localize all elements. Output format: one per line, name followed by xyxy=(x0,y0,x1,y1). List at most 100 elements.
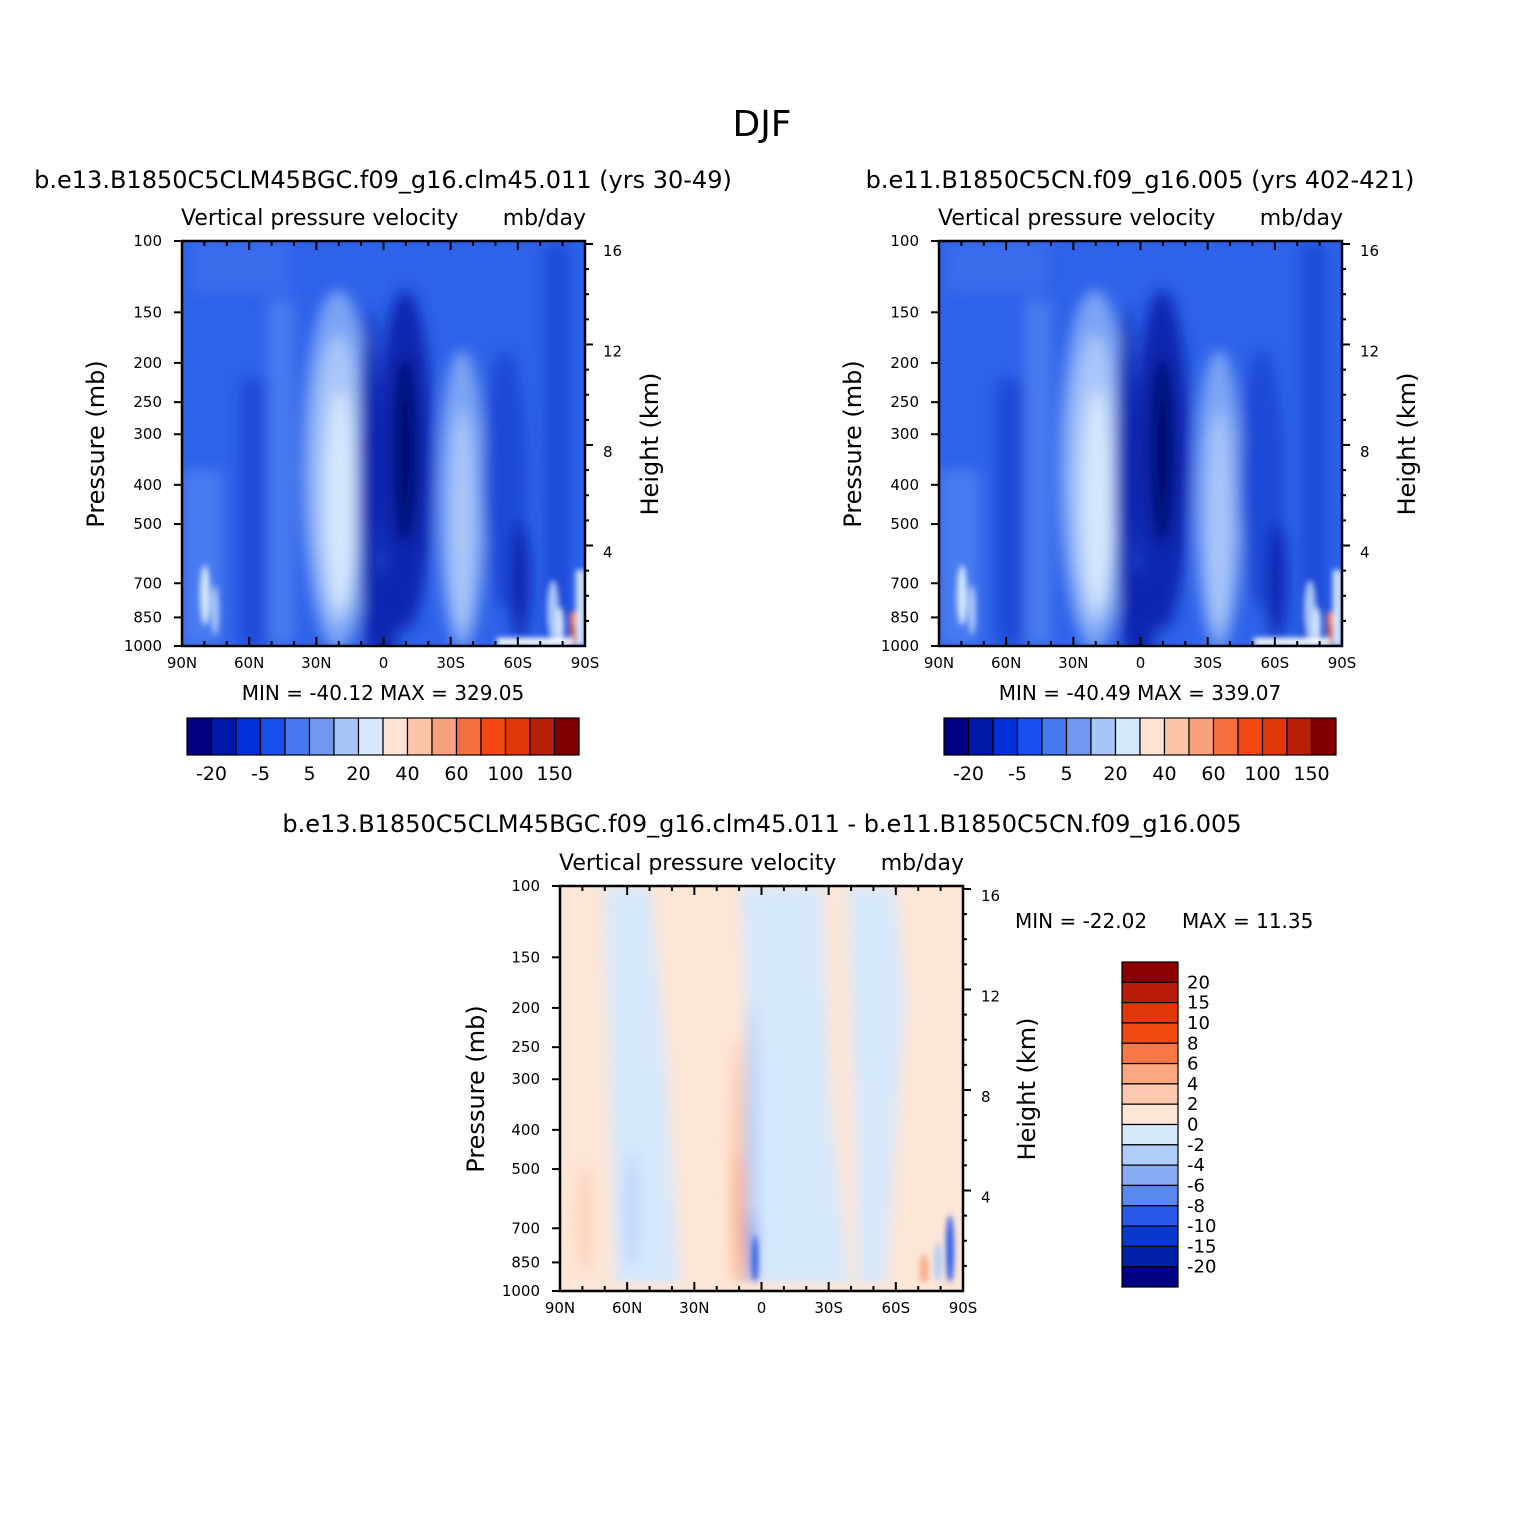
panel-2-subtitle-left: Vertical pressure velocity xyxy=(938,206,1215,231)
y-right-tick-label: 4 xyxy=(603,543,613,561)
colorbar-swatch xyxy=(529,717,556,756)
x-tick-label: 90N xyxy=(924,654,954,672)
panel-3-stats-max: MAX = 11.35 xyxy=(1182,909,1313,933)
x-tick-label: 30S xyxy=(1193,654,1222,672)
y-right-tick-label: 16 xyxy=(1360,242,1379,260)
panel-1-stats: MIN = -40.12 MAX = 329.05 xyxy=(242,681,525,705)
panel-3-field xyxy=(560,886,963,1291)
panel-2-axes: 90N 60N 30N 0 30S 60S 90S 100 150 200 250 300 400 500… xyxy=(881,232,1379,672)
colorbar-swatch xyxy=(284,717,311,756)
y-tick-label: 200 xyxy=(511,999,540,1017)
panel-3-subtitle-left: Vertical pressure velocity xyxy=(559,851,836,876)
colorbar-label: 6 xyxy=(1187,1054,1198,1075)
colorbar-label: 5 xyxy=(303,763,315,785)
y-right-tick-label: 4 xyxy=(981,1188,991,1206)
colorbar-label: 60 xyxy=(1201,763,1225,785)
y-tick-label: 850 xyxy=(511,1253,540,1271)
x-tick-label: 60N xyxy=(234,654,264,672)
y-tick-label: 100 xyxy=(511,877,540,895)
y-tick-label: 500 xyxy=(890,515,919,533)
colorbar-swatch xyxy=(1121,981,1179,1004)
colorbar-swatch xyxy=(1121,1062,1179,1085)
colorbar-swatch xyxy=(235,717,262,756)
x-tick-label: 30N xyxy=(301,654,331,672)
colorbar-swatch xyxy=(553,717,580,756)
y-tick-label: 250 xyxy=(890,393,919,411)
colorbar-label: 40 xyxy=(395,763,419,785)
colorbar-label: -5 xyxy=(1008,763,1027,785)
colorbar-swatch xyxy=(186,717,213,756)
panel-3-stats-min: MIN = -22.02 xyxy=(1015,909,1147,933)
colorbar-label: 60 xyxy=(444,763,468,785)
panel-1-ylabel: Pressure (mb) xyxy=(82,360,110,527)
x-tick-label: 60N xyxy=(612,1299,642,1317)
panel-2-title: b.e11.B1850C5CN.f09_g16.005 (yrs 402-421… xyxy=(866,166,1415,194)
colorbar-swatch xyxy=(1114,717,1141,756)
colorbar-swatch xyxy=(1212,717,1239,756)
colorbar-swatch xyxy=(1121,1144,1179,1166)
colorbar-swatch xyxy=(1121,1184,1179,1207)
panel-3: b.e13.B1850C5CLM45BGC.f09_g16.clm45.011 … xyxy=(282,810,1313,1317)
panel-2: b.e11.B1850C5CN.f09_g16.005 (yrs 402-421… xyxy=(839,166,1421,785)
y-tick-label: 300 xyxy=(890,425,919,443)
x-tick-label: 30S xyxy=(436,654,465,672)
x-tick-label: 90N xyxy=(545,1299,575,1317)
figure-title: DJF xyxy=(732,104,791,145)
x-tick-label: 90S xyxy=(571,654,600,672)
y-tick-label: 400 xyxy=(133,476,162,494)
panel-1-field xyxy=(182,241,585,646)
colorbar-swatch xyxy=(1310,717,1337,756)
y-tick-label: 250 xyxy=(511,1038,540,1056)
y-tick-label: 1000 xyxy=(124,637,162,655)
colorbar-label: -5 xyxy=(251,763,270,785)
colorbar-swatch xyxy=(1121,1002,1179,1024)
panel-1-colorbar: -20 -5 5 20 40 60 100 150 xyxy=(186,717,580,785)
colorbar-label: 20 xyxy=(1103,763,1127,785)
y-tick-label: 150 xyxy=(511,948,540,966)
colorbar-label: 2 xyxy=(1187,1094,1198,1115)
colorbar-swatch xyxy=(1065,717,1092,756)
panel-1-subtitle-left: Vertical pressure velocity xyxy=(181,206,458,231)
colorbar-label: -20 xyxy=(196,763,227,785)
x-tick-label: 30N xyxy=(1058,654,1088,672)
panel-3-ylabel: Pressure (mb) xyxy=(462,1005,490,1172)
colorbar-label: 0 xyxy=(1187,1115,1198,1136)
x-tick-label: 0 xyxy=(379,654,389,672)
y-tick-label: 700 xyxy=(890,574,919,592)
y-tick-label: 500 xyxy=(511,1160,540,1178)
y-tick-label: 200 xyxy=(133,354,162,372)
colorbar-label: 150 xyxy=(536,763,572,785)
colorbar-label: 20 xyxy=(346,763,370,785)
colorbar-swatch xyxy=(504,717,531,756)
y-tick-label: 150 xyxy=(890,303,919,321)
x-tick-label: 30S xyxy=(814,1299,843,1317)
colorbar-swatch xyxy=(259,717,286,756)
panel-1-title: b.e13.B1850C5CLM45BGC.f09_g16.clm45.011 … xyxy=(34,166,732,194)
y-right-tick-label: 4 xyxy=(1360,543,1370,561)
colorbar-swatch xyxy=(1121,1266,1179,1288)
colorbar-swatch xyxy=(1090,717,1117,756)
x-tick-label: 30N xyxy=(679,1299,709,1317)
y-tick-label: 300 xyxy=(511,1070,540,1088)
colorbar-swatch xyxy=(1121,1225,1179,1247)
panel-3-subtitle-right: mb/day xyxy=(881,851,964,876)
panel-2-ylabel: Pressure (mb) xyxy=(839,360,867,527)
colorbar-label: 150 xyxy=(1293,763,1329,785)
colorbar-label: 100 xyxy=(1244,763,1280,785)
panel-2-stats: MIN = -40.49 MAX = 339.07 xyxy=(999,681,1282,705)
x-tick-label: 0 xyxy=(757,1299,767,1317)
panel-3-title: b.e13.B1850C5CLM45BGC.f09_g16.clm45.011 … xyxy=(282,810,1241,838)
y-tick-label: 250 xyxy=(133,393,162,411)
x-tick-label: 0 xyxy=(1136,654,1146,672)
y-right-tick-label: 12 xyxy=(603,342,622,360)
x-tick-label: 90S xyxy=(1328,654,1357,672)
y-right-tick-label: 16 xyxy=(981,887,1000,905)
colorbar-label: -20 xyxy=(953,763,984,785)
colorbar-label: 100 xyxy=(487,763,523,785)
colorbar-swatch xyxy=(480,717,507,756)
colorbar-swatch xyxy=(357,717,384,756)
y-tick-label: 850 xyxy=(890,608,919,626)
colorbar-label: 15 xyxy=(1187,993,1210,1014)
colorbar-label: 4 xyxy=(1187,1074,1198,1095)
panel-2-field xyxy=(939,241,1342,646)
